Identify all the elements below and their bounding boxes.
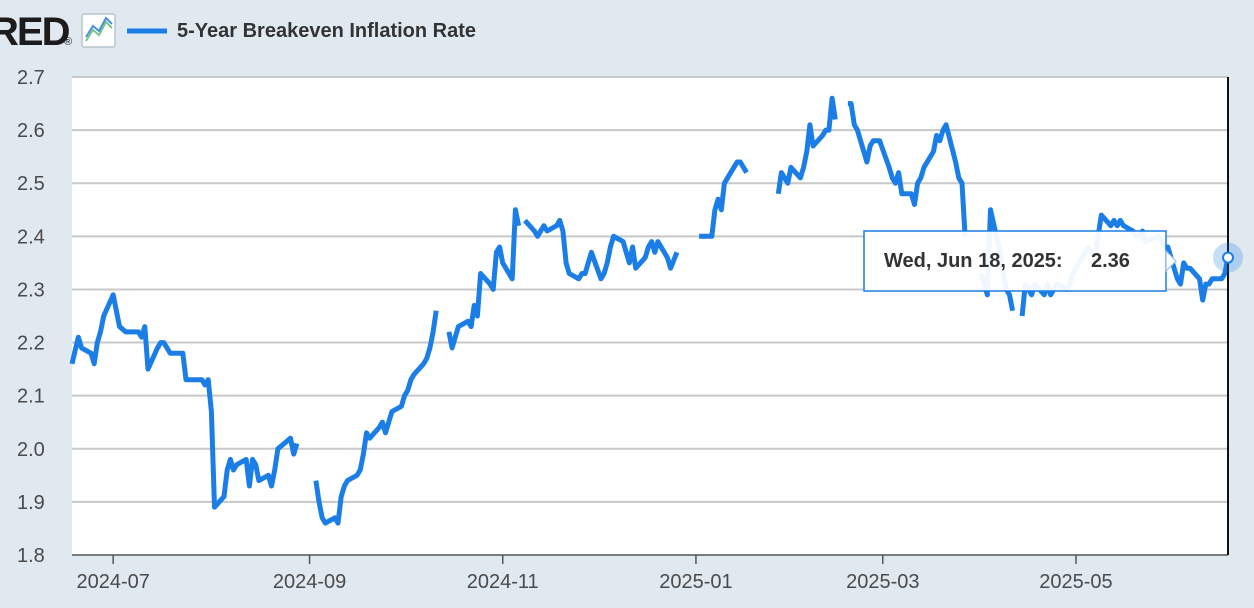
y-tick: 2.2	[17, 333, 45, 355]
x-tick-label: 2024-11	[467, 571, 539, 593]
x-tick: 2024-09	[273, 571, 346, 593]
series-line	[69, 95, 1231, 526]
y-tick-label: 1.8	[17, 545, 45, 567]
series-segment	[313, 310, 439, 526]
series-segment	[446, 207, 522, 351]
y-tick: 2.3	[17, 279, 45, 301]
fred-logo[interactable]: RED	[0, 10, 72, 54]
series-segment	[847, 101, 968, 237]
y-tick-label: 2.5	[17, 173, 45, 195]
tooltip-date: Wed, Jun 18, 2025:	[884, 250, 1063, 272]
x-tick: 2024-07	[76, 571, 149, 593]
y-tick: 1.8	[17, 545, 45, 567]
x-tick-label: 2025-03	[846, 571, 919, 593]
header: RED ® 5-Year Breakeven Inflation Rate	[0, 10, 476, 54]
y-tick: 2.7	[17, 67, 45, 89]
y-tick: 2.1	[17, 386, 45, 408]
x-axis: 2024-07 2024-09 2024-11 2025-01 2025-03 2025-…	[76, 555, 1113, 593]
logo-registered-mark: ®	[64, 36, 72, 48]
tooltip: Wed, Jun 18, 2025: 2.36	[863, 230, 1177, 292]
y-tick: 2.5	[17, 173, 45, 195]
x-tick-label: 2024-09	[273, 571, 346, 593]
y-tick: 2.0	[17, 439, 45, 461]
y-tick-label: 2.0	[17, 439, 45, 461]
x-tick-label: 2024-07	[76, 571, 149, 593]
series-segment	[699, 159, 749, 239]
y-tick-label: 2.3	[17, 279, 45, 301]
y-tick-label: 2.6	[17, 120, 45, 142]
legend: 5-Year Breakeven Inflation Rate	[127, 20, 476, 42]
y-tick-label: 2.1	[17, 386, 45, 408]
x-tick-label: 2025-01	[659, 571, 732, 593]
y-axis: 1.8 1.9 2.0 2.1 2.2 2.3 2.4 2.5 2.6 2.7	[17, 67, 45, 567]
hover-marker	[1213, 242, 1243, 273]
series-segment	[775, 95, 838, 195]
y-tick: 2.6	[17, 120, 45, 142]
series-segment	[69, 292, 300, 510]
x-tick: 2024-11	[467, 571, 539, 593]
legend-label: 5-Year Breakeven Inflation Rate	[177, 20, 476, 42]
x-tick: 2025-03	[846, 571, 919, 593]
y-tick-label: 1.9	[17, 492, 45, 514]
x-tick-label: 2025-05	[1039, 571, 1112, 593]
x-tick: 2025-05	[1039, 571, 1112, 593]
y-tick-label: 2.4	[17, 226, 45, 248]
line-chart-icon[interactable]	[81, 13, 116, 48]
y-tick-label: 2.7	[17, 67, 45, 89]
tooltip-pointer	[1165, 249, 1177, 273]
series-segment	[523, 217, 680, 282]
y-tick: 1.9	[17, 492, 45, 514]
y-tick: 2.4	[17, 226, 45, 248]
tooltip-value: 2.36	[1091, 250, 1130, 272]
marker-dot	[1222, 251, 1234, 264]
x-tick: 2025-01	[659, 571, 732, 593]
y-tick-label: 2.2	[17, 333, 45, 355]
plot-background	[72, 77, 1228, 555]
